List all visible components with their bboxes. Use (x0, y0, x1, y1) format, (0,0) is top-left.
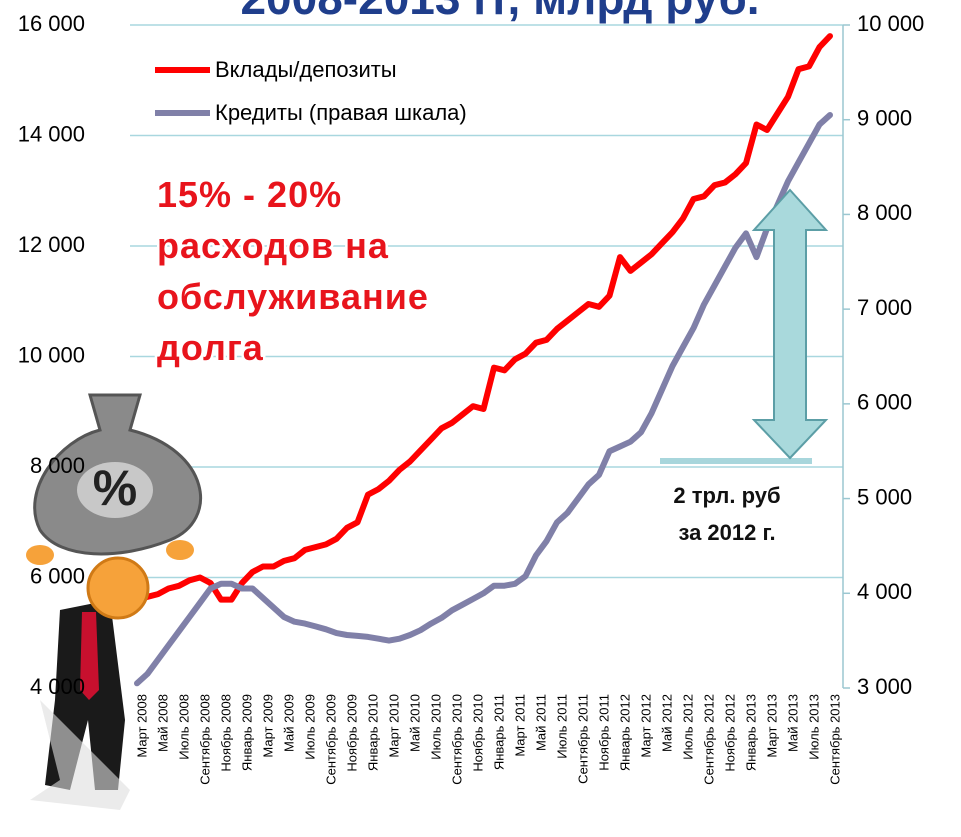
x-tick-label: Январь 2010 (365, 694, 380, 771)
x-tick-label: Июль 2012 (680, 694, 695, 760)
y-tick-label: 16 000 (18, 11, 85, 36)
x-tick-label: Январь 2013 (743, 694, 758, 771)
illustration: % (26, 393, 203, 810)
y-tick-label: 12 000 (18, 232, 85, 257)
x-tick-label: Сентябрь 2008 (197, 694, 212, 785)
x-tick-label: Сентябрь 2011 (575, 694, 590, 784)
x-tick-label: Март 2008 (134, 694, 149, 758)
y-tick-label: 14 000 (18, 121, 85, 146)
x-tick-label: Март 2011 (512, 694, 527, 757)
x-tick-label: Май 2012 (659, 694, 674, 752)
y2-tick-label: 9 000 (857, 106, 912, 131)
series-line (134, 33, 833, 603)
x-tick-label: Май 2013 (785, 694, 800, 752)
y2-tick-label: 6 000 (857, 390, 912, 415)
grid (130, 24, 843, 579)
x-tick-label: Март 2009 (260, 694, 275, 758)
x-tick-label: Январь 2012 (617, 694, 632, 771)
x-tick-label: Май 2009 (281, 694, 296, 752)
annotation: расходов на (157, 225, 389, 266)
x-tick-label: Ноябрь 2008 (218, 694, 233, 772)
y-tick-label: 8 000 (30, 453, 85, 478)
x-tick-label: Сентябрь 2009 (323, 694, 338, 785)
x-tick-label: Январь 2009 (239, 694, 254, 771)
x-tick-label: Июль 2010 (428, 694, 443, 760)
x-tick-label: Сентябрь 2012 (701, 694, 716, 785)
annotation: 15% - 20% (157, 174, 342, 215)
x-tick-label: Ноябрь 2009 (344, 694, 359, 772)
x-tick-label: Ноябрь 2010 (470, 694, 485, 772)
annotation: 2 трл. руб (673, 483, 780, 508)
x-tick-label: Январь 2011 (491, 694, 506, 770)
y2-tick-label: 7 000 (857, 295, 912, 320)
annotation: за 2012 г. (678, 520, 775, 545)
x-tick-label: Сентябрь 2013 (827, 694, 842, 785)
x-tick-label: Май 2010 (407, 694, 422, 752)
icon-label: % (93, 460, 137, 516)
x-tick-label: Сентябрь 2010 (449, 694, 464, 785)
lines (134, 33, 833, 687)
x-tick-label: Март 2010 (386, 694, 401, 758)
legend-label: Вклады/депозиты (215, 57, 397, 82)
y2-tick-label: 8 000 (857, 200, 912, 225)
annotation: долга (157, 327, 264, 368)
y2-tick-label: 10 000 (857, 11, 924, 36)
x-tick-label: Июль 2011 (554, 694, 569, 759)
x-tick-label: Март 2013 (764, 694, 779, 758)
chart-title: 2008-2013 гг, млрд руб. (240, 0, 759, 24)
y2-tick-label: 4 000 (857, 579, 912, 604)
double-arrow (751, 188, 829, 460)
x-tick-label: Май 2011 (533, 694, 548, 751)
x-tick-label: Май 2008 (155, 694, 170, 752)
y-tick-label: 4 000 (30, 674, 85, 699)
x-tick-label: Июль 2009 (302, 694, 317, 760)
x-tick-label: Ноябрь 2011 (596, 694, 611, 771)
legend-label: Кредиты (правая шкала) (215, 100, 467, 125)
y-tick-label: 10 000 (18, 342, 85, 367)
series-line (134, 112, 833, 687)
y2-tick-label: 5 000 (857, 484, 912, 509)
annotation: обслуживание (157, 276, 429, 317)
x-tick-label: Ноябрь 2012 (722, 694, 737, 772)
y-tick-label: 6 000 (30, 563, 85, 588)
y2-tick-label: 3 000 (857, 674, 912, 699)
x-tick-label: Июль 2008 (176, 694, 191, 760)
x-tick-label: Март 2012 (638, 694, 653, 758)
x-tick-label: Июль 2013 (806, 694, 821, 760)
